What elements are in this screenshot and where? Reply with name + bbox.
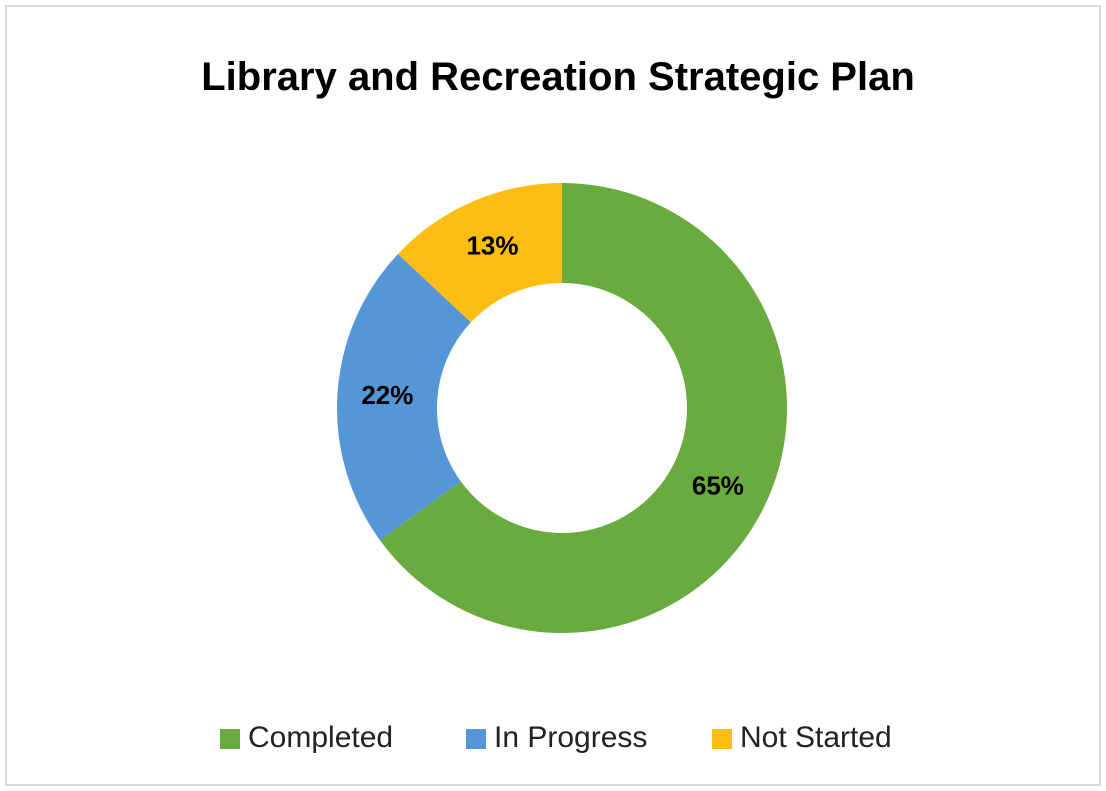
- chart-border: [5, 5, 1101, 786]
- legend-swatch: [466, 729, 486, 749]
- data-label: 65%: [692, 470, 744, 500]
- data-label: 13%: [466, 230, 518, 260]
- legend-swatch: [220, 729, 240, 749]
- chart-title: Library and Recreation Strategic Plan: [201, 55, 915, 99]
- data-label: 22%: [361, 380, 413, 410]
- legend-label: In Progress: [494, 721, 647, 754]
- donut-slice: [397, 183, 562, 323]
- donut-slice: [337, 253, 471, 541]
- donut-slice: [379, 183, 787, 633]
- legend-swatch: [712, 729, 732, 749]
- legend-label: Completed: [248, 721, 393, 754]
- legend-label: Not Started: [740, 721, 892, 754]
